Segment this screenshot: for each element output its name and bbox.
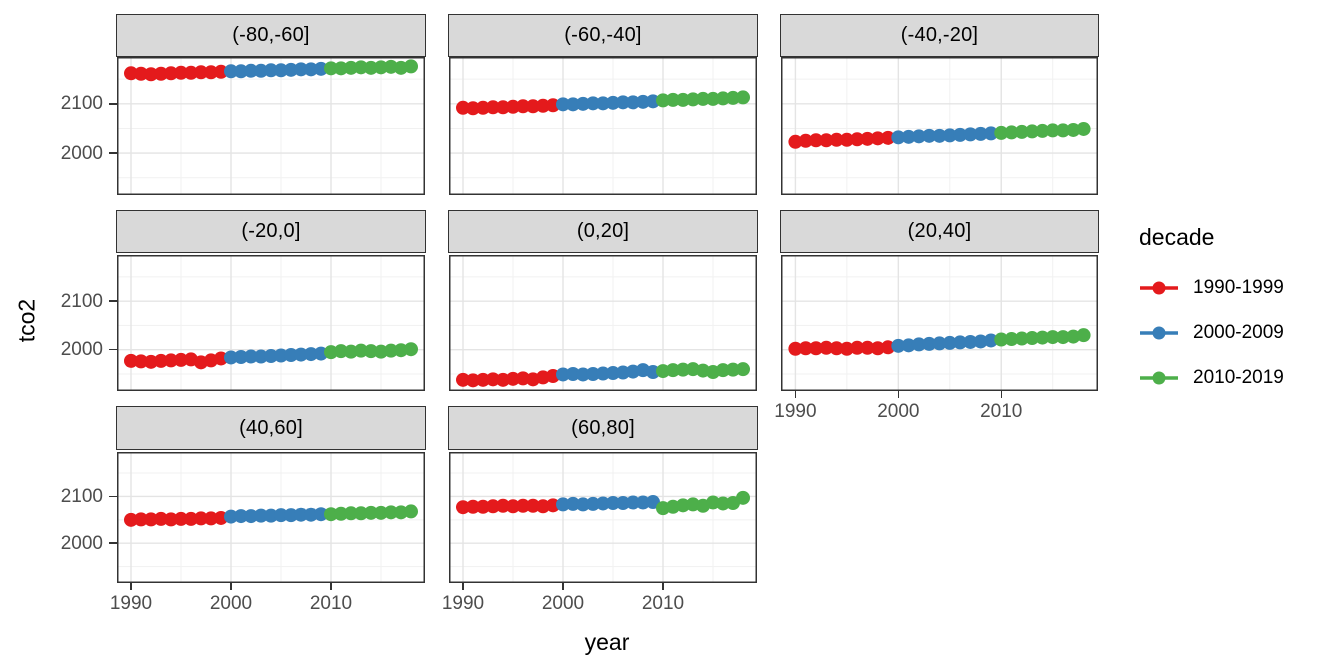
x-tick-label: 1990 [774,401,817,422]
y-tick-label: 2100 [60,290,103,312]
facet-strip: (40,60] [116,406,426,450]
x-tick-label: 2000 [541,593,585,614]
facet-strip: (-60,-40] [448,14,758,57]
facet-label: (60,80] [571,416,635,439]
y-tick-label: 2000 [60,142,103,164]
y-axis-tick [109,348,117,351]
x-axis-tick [562,583,564,590]
x-axis-title: year [584,629,630,655]
y-axis-tick [109,495,117,498]
x-tick-label: 2000 [877,401,920,422]
legend-entry-label: 1990-1999 [1193,277,1284,298]
y-axis-title: tco2 [13,298,40,343]
facet-strip: (60,80] [448,406,758,450]
facet-strip: (0,20] [448,210,758,253]
legend-title: decade [1139,224,1215,250]
facet-panel [781,255,1098,391]
legend-key-icon [1140,371,1178,385]
y-tick-label: 2000 [60,532,103,554]
y-tick-label: 2100 [60,485,103,507]
y-tick-label: 2100 [60,93,103,115]
x-tick-label: 2000 [209,593,253,614]
y-axis-tick [109,300,117,302]
legend-key-icon [1140,281,1178,295]
facet-label: (-20,0] [241,220,301,242]
x-axis-tick [662,583,664,590]
legend: decade 1990-1999 2000-2009 2010-2019 [1139,224,1339,410]
x-axis-tick [230,583,232,590]
x-axis-tick [1000,391,1002,398]
x-axis-tick [794,391,797,398]
legend-entry-label: 2000-2009 [1193,322,1284,343]
legend-entry: 2000-2009 [1139,320,1339,346]
facet-strip: (-80,-60] [116,14,426,57]
facet-strip: (-40,-20] [780,14,1099,57]
x-tick-label: 2010 [980,401,1023,422]
facet-label: (-40,-20] [900,24,979,46]
facet-panel [117,452,425,583]
legend-entry-label: 2010-2019 [1193,367,1284,388]
x-axis-tick [330,583,332,590]
x-tick-label: 1990 [109,593,153,614]
legend-entry: 2010-2019 [1139,365,1339,391]
x-tick-label: 2010 [641,593,685,614]
legend-key-icon [1140,326,1178,340]
facet-strip: (-20,0] [116,210,426,253]
facet-label: (40,60] [239,416,303,439]
x-axis-tick [462,583,464,590]
x-axis-tick [897,391,900,398]
facet-panel [781,57,1098,195]
facet-panel [117,255,425,391]
facet-panel [449,57,757,195]
y-axis-tick [109,152,117,154]
facet-label: (-80,-60] [232,24,310,46]
facet-panel [117,57,425,195]
facet-label: (0,20] [576,220,630,242]
x-tick-label: 1990 [441,593,485,614]
legend-entries: 1990-1999 2000-2009 2010-2019 [1139,275,1339,391]
x-axis-tick [130,583,132,590]
facet-strip: (20,40] [780,210,1099,253]
y-axis-tick [109,103,117,105]
x-tick-label: 2010 [309,593,353,614]
legend-entry: 1990-1999 [1139,275,1339,301]
facet-label: (-60,-40] [564,24,642,46]
y-axis-tick [109,542,117,544]
facet-panel [449,255,757,391]
facet-panel [449,452,757,583]
facet-label: (20,40] [907,220,972,242]
y-tick-label: 2000 [60,339,103,361]
